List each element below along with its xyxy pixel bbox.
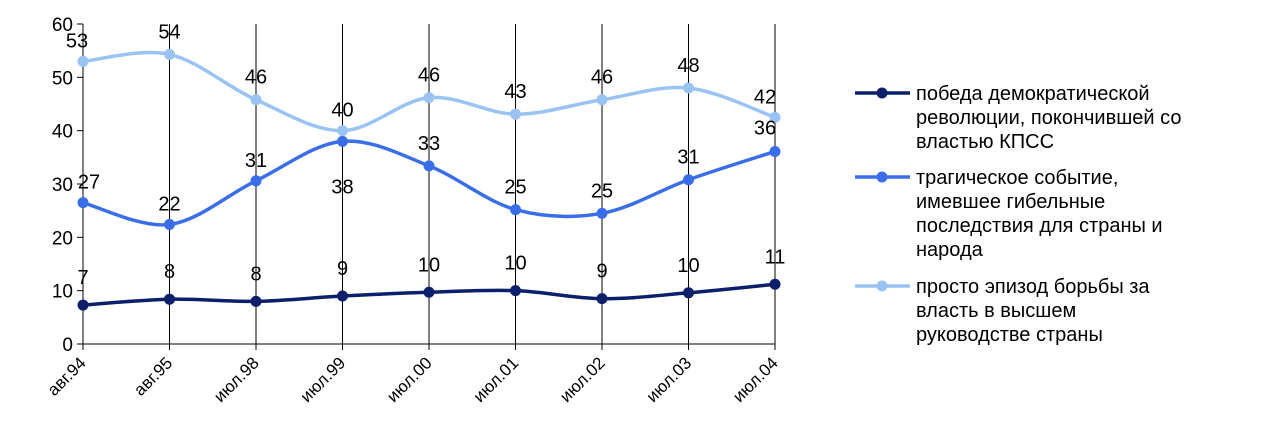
data-label: 9 — [596, 261, 607, 283]
data-point — [164, 48, 175, 60]
x-tick-label: авг.94 — [44, 353, 90, 399]
data-point — [683, 82, 694, 94]
data-point — [250, 295, 262, 307]
legend-entry-text: имевшее гибельные — [916, 191, 1105, 213]
data-label: 46 — [418, 65, 440, 87]
data-label: 33 — [418, 133, 440, 155]
data-point — [423, 92, 435, 104]
data-label: 42 — [754, 86, 776, 108]
y-tick-label: 20 — [52, 228, 73, 249]
x-tick-label: июл.03 — [643, 353, 696, 406]
legend-entry-text: руководстве страны — [916, 324, 1103, 346]
data-point — [683, 174, 694, 186]
data-point — [510, 204, 521, 216]
data-point — [337, 125, 348, 137]
data-label: 31 — [245, 150, 267, 172]
x-tick-label: июл.02 — [556, 353, 609, 406]
data-label: 25 — [504, 177, 526, 199]
data-label: 46 — [591, 67, 613, 89]
grid-lines — [169, 24, 776, 344]
data-labels: 7 8 8 9 10 10 9 10 11 27 22 31 38 33 25 25 31 36 53 54 46 40 4… — [66, 21, 786, 289]
legend-swatch-marker — [876, 87, 888, 99]
data-label: 27 — [78, 172, 100, 194]
data-label: 54 — [158, 21, 180, 43]
legend-entry-text: последствия для страны и — [916, 215, 1163, 237]
y-tick-label: 60 — [52, 15, 73, 36]
data-point — [77, 299, 89, 311]
data-point — [250, 175, 262, 187]
data-point — [683, 287, 694, 299]
x-tick-label: июл.98 — [210, 353, 263, 406]
data-label: 31 — [677, 147, 699, 169]
y-tick-label: 30 — [52, 175, 73, 196]
data-point — [769, 145, 781, 157]
data-point — [77, 197, 89, 209]
legend-swatch-marker — [876, 280, 888, 292]
data-point — [337, 290, 348, 302]
data-point — [769, 278, 781, 290]
x-tick-label: июл.00 — [383, 353, 436, 406]
data-point — [423, 286, 435, 298]
data-label: 10 — [677, 255, 699, 277]
data-label: 48 — [677, 55, 699, 77]
data-label: 53 — [66, 30, 88, 52]
data-label: 10 — [504, 253, 526, 275]
legend-entry-text: победа демократической — [916, 83, 1150, 105]
y-tick-label: 40 — [52, 122, 73, 143]
data-point — [510, 285, 521, 297]
data-point — [769, 111, 781, 123]
y-tick-label: 10 — [52, 282, 73, 303]
data-label: 40 — [331, 100, 353, 122]
data-point — [596, 94, 608, 106]
data-label: 7 — [77, 267, 88, 289]
axes: 0 10 20 30 40 50 60 авг.94 авг.95 июл.98 июл.99 июл… — [44, 15, 782, 406]
x-tick-label: июл.99 — [297, 353, 350, 406]
x-tick-label: июл.01 — [470, 353, 523, 406]
data-point — [423, 160, 435, 172]
x-tick-label: авг.95 — [130, 353, 176, 399]
legend-entry-text: властью КПСС — [916, 131, 1054, 153]
data-point — [164, 219, 175, 231]
data-point — [596, 207, 608, 219]
x-tick-label: июл.04 — [729, 353, 782, 406]
legend-swatch-marker — [876, 171, 888, 183]
legend-entry-text: трагическое событие, — [916, 167, 1118, 189]
data-label: 25 — [591, 180, 613, 202]
data-label: 38 — [331, 176, 353, 198]
data-label: 11 — [765, 246, 786, 268]
y-tick-label: 0 — [62, 335, 73, 356]
data-point — [337, 135, 348, 147]
legend-entry-text: просто эпизод борьбы за — [916, 276, 1150, 298]
data-point — [77, 55, 89, 67]
data-label: 46 — [245, 67, 267, 89]
data-label: 9 — [337, 258, 348, 280]
data-label: 8 — [164, 261, 175, 283]
data-point — [596, 293, 608, 305]
data-point — [510, 108, 521, 120]
legend-entry-text: власть в высшем — [916, 300, 1076, 322]
data-label: 36 — [754, 117, 776, 139]
y-tick-label: 50 — [52, 68, 73, 89]
data-label: 22 — [158, 194, 180, 216]
data-label: 43 — [504, 81, 526, 103]
data-point — [250, 94, 262, 106]
data-label: 8 — [250, 263, 261, 285]
legend-entry-text: народа — [916, 239, 984, 261]
series-lines — [77, 48, 781, 311]
data-point — [164, 293, 175, 305]
data-label: 10 — [418, 254, 440, 276]
legend-entry-text: революции, покончившей со — [916, 107, 1181, 129]
